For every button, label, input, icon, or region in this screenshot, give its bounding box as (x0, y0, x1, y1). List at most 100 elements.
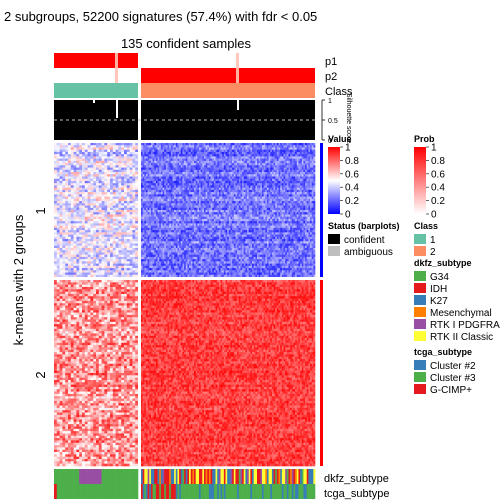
heatmap-cell (154, 203, 157, 206)
heatmap-cell (207, 194, 210, 197)
heatmap-cell (70, 198, 74, 202)
heatmap-cell (182, 149, 185, 153)
heatmap-cell (313, 143, 316, 146)
heatmap-cell (135, 180, 139, 184)
heatmap-cell (286, 205, 289, 209)
heatmap-cell (308, 221, 311, 224)
heatmap-cell (281, 192, 284, 195)
heatmap-cell (202, 196, 205, 200)
heatmap-cell (273, 145, 276, 148)
heatmap-cell (184, 163, 187, 166)
heatmap-cell (190, 205, 193, 209)
heatmap-cell (285, 165, 288, 168)
heatmap-cell (240, 201, 243, 204)
heatmap-cell (167, 218, 170, 222)
heatmap-cell (104, 196, 108, 200)
heatmap-cell (118, 207, 122, 211)
heatmap-cell (132, 212, 136, 215)
heatmap-cell (225, 145, 228, 148)
heatmap-cell (268, 198, 271, 202)
heatmap-cell (135, 151, 139, 155)
heatmap-cell (273, 201, 276, 204)
heatmap-cell (253, 221, 256, 224)
heatmap-cell (230, 154, 233, 157)
heatmap-cell (162, 189, 165, 193)
heatmap-cell (96, 156, 100, 159)
heatmap-cell (180, 176, 183, 180)
heatmap-cell (207, 185, 210, 188)
heatmap-cell (283, 218, 286, 222)
heatmap-cell (278, 221, 281, 224)
heatmap-cell (238, 223, 241, 226)
heatmap-cell (56, 151, 60, 155)
heatmap-cell (84, 205, 88, 209)
heatmap-cell (263, 180, 266, 184)
heatmap-cell (233, 176, 236, 180)
heatmap-cell (238, 165, 241, 168)
heatmap-cell (185, 172, 188, 175)
heatmap-cell (286, 221, 289, 224)
heatmap-cell (185, 218, 188, 222)
heatmap-cell (283, 205, 286, 209)
heatmap-cell (291, 218, 294, 222)
heatmap-cell (164, 147, 167, 150)
heatmap-cell (217, 214, 220, 217)
heatmap-cell (217, 167, 220, 171)
heatmap-cell (93, 207, 97, 211)
heatmap-cell (98, 151, 102, 155)
heatmap-cell (141, 183, 143, 186)
heatmap-cell (90, 183, 94, 186)
heatmap-cell (227, 205, 230, 209)
heatmap-cell (96, 172, 100, 175)
heatmap-cell (175, 172, 178, 175)
heatmap-cell (170, 165, 173, 168)
heatmap-cell (169, 172, 172, 175)
heatmap-cell (98, 156, 102, 159)
heatmap-cell (260, 221, 263, 224)
heatmap-cell (242, 210, 245, 213)
heatmap-cell (73, 218, 77, 222)
heatmap-cell (313, 176, 316, 180)
heatmap-cell (68, 169, 72, 173)
heatmap-cell (54, 172, 58, 175)
heatmap-cell (169, 210, 172, 213)
heatmap-cell (258, 185, 261, 188)
heatmap-cell (87, 212, 91, 215)
heatmap-cell (207, 147, 210, 150)
heatmap-cell (261, 212, 264, 215)
heatmap-cell (230, 221, 233, 224)
heatmap-cell (248, 187, 251, 191)
heatmap-cell (233, 221, 236, 224)
heatmap-cell (285, 189, 288, 193)
heatmap-cell (258, 210, 261, 213)
heatmap-cell (54, 149, 58, 153)
heatmap-cell (273, 172, 276, 175)
heatmap-cell (300, 172, 303, 175)
heatmap-cell (132, 183, 136, 186)
heatmap-cell (195, 189, 198, 193)
heatmap-cell (223, 178, 226, 182)
heatmap-cell (220, 151, 223, 155)
heatmap-cell (237, 176, 240, 180)
heatmap-cell (278, 218, 281, 222)
heatmap-cell (228, 178, 231, 182)
heatmap-cell (293, 172, 296, 175)
heatmap-cell (112, 180, 116, 184)
heatmap-cell (112, 216, 116, 220)
heatmap-cell (177, 221, 180, 224)
heatmap-cell (112, 160, 116, 164)
heatmap-cell (197, 185, 200, 188)
heatmap-cell (142, 207, 145, 211)
heatmap-cell (222, 149, 225, 153)
heatmap-cell (285, 210, 288, 213)
heatmap-cell (260, 207, 263, 211)
heatmap-cell (280, 163, 283, 166)
heatmap-cell (222, 194, 225, 197)
heatmap-cell (285, 169, 288, 173)
heatmap-cell (253, 176, 256, 180)
heatmap-cell (195, 218, 198, 222)
heatmap-cell (162, 172, 165, 175)
heatmap-cell (225, 216, 228, 220)
heatmap-cell (248, 212, 251, 215)
heatmap-cell (84, 145, 88, 148)
